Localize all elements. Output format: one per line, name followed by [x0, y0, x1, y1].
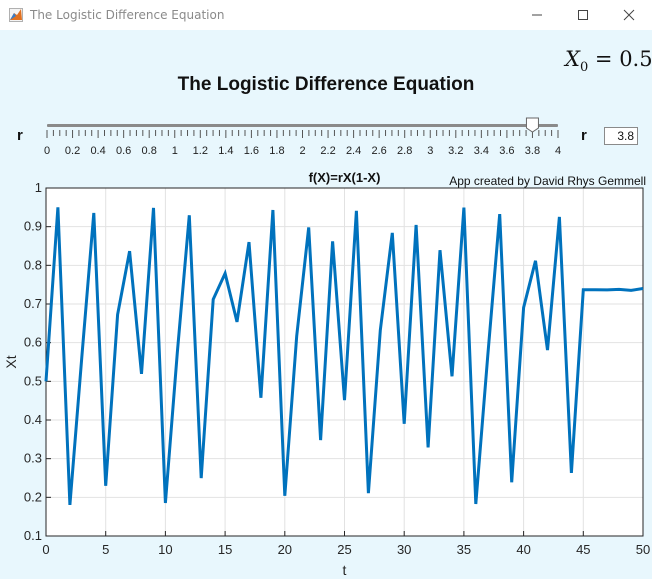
y-tick-label: 0.2 [24, 489, 42, 504]
close-icon [623, 9, 635, 21]
minimize-icon [532, 14, 542, 16]
y-tick-label: 0.3 [24, 451, 42, 466]
x-tick-label: 30 [397, 542, 411, 557]
y-tick-label: 0.7 [24, 296, 42, 311]
y-tick-label: 0.4 [24, 412, 42, 427]
slider-label: r [17, 127, 23, 144]
app-title: The Logistic Difference Equation [177, 74, 475, 95]
slider-tick-label: 1 [172, 145, 178, 157]
y-tick-label: 0.6 [24, 335, 42, 350]
slider-tick-label: 1.4 [218, 145, 233, 157]
y-tick-label: 0.9 [24, 219, 42, 234]
chart-title: f(X)=rX(1-X) [309, 170, 381, 185]
slider-tick-label: 2.2 [320, 145, 335, 157]
slider-tick-label: 2 [299, 145, 305, 157]
slider-tick-label: 0 [44, 145, 50, 157]
x-tick-label: 25 [337, 542, 351, 557]
x0-symbol: X [565, 47, 580, 71]
window-titlebar: The Logistic Difference Equation [0, 0, 652, 30]
slider-tick-label: 4 [555, 145, 561, 157]
slider-tick-label: 0.2 [65, 145, 80, 157]
x-tick-label: 50 [636, 542, 650, 557]
x-tick-label: 5 [102, 542, 109, 557]
slider-tick-label: 0.4 [90, 145, 105, 157]
maximize-button[interactable] [560, 0, 606, 30]
x0-label: X0 = 0.5 [565, 47, 652, 75]
x-tick-label: 0 [42, 542, 49, 557]
matlab-logo-icon [9, 8, 23, 22]
slider-tick-label: 3 [427, 145, 433, 157]
y-tick-label: 0.1 [24, 528, 42, 543]
maximize-icon [578, 10, 588, 20]
x-axis-label: t [343, 562, 347, 578]
r-value-field[interactable]: 3.8 [604, 127, 638, 145]
slider-tick-label: 0.8 [142, 145, 157, 157]
slider-tick-label: 2.6 [372, 145, 387, 157]
r-slider[interactable]: 0 0.2 0.4 0.6 0.8 1 1.2 1.4 1.6 1.8 2 2.2 2.4 2.6 2.8 3… [38, 114, 568, 160]
x0-value: = 0.5 [594, 47, 652, 71]
slider-tick-label: 1.6 [244, 145, 259, 157]
slider-tick-label: 1.8 [269, 145, 284, 157]
series-line-xt [44, 207, 644, 506]
x-tick-label: 10 [158, 542, 172, 557]
y-tick-label: 0.8 [24, 257, 42, 272]
slider-track [47, 124, 558, 127]
x-tick-label: 35 [457, 542, 471, 557]
minimize-button[interactable] [514, 0, 560, 30]
x-tick-label: 40 [516, 542, 530, 557]
slider-tick-label: 3.2 [448, 145, 463, 157]
slider-tick-label: 0.6 [116, 145, 131, 157]
y-tick-label: 0.5 [24, 373, 42, 388]
slider-tick-label: 1.2 [193, 145, 208, 157]
y-axis-label: Xt [3, 355, 19, 368]
slider-tick-label: 3.8 [525, 145, 540, 157]
slider-tick-label: 3.6 [499, 145, 514, 157]
x-tick-label: 15 [218, 542, 232, 557]
x-tick-label: 45 [576, 542, 590, 557]
chart-credit-annotation: App created by David Rhys Gemmell [449, 174, 646, 188]
x0-subscript: 0 [579, 60, 589, 76]
x-tick-label: 20 [278, 542, 292, 557]
slider-thumb[interactable] [525, 117, 539, 133]
window-title: The Logistic Difference Equation [30, 8, 225, 22]
r-field-label: r [581, 127, 587, 144]
close-button[interactable] [606, 0, 652, 30]
slider-tick-label: 3.4 [474, 145, 489, 157]
slider-tick-label: 2.8 [397, 145, 412, 157]
logistic-plot: 0 5 10 15 20 25 30 35 40 45 50 0.1 0.2 0.3 0.4 0.5 0.6 0.… [3, 170, 650, 578]
y-tick-label: 1 [35, 180, 42, 195]
slider-tick-label: 2.4 [346, 145, 361, 157]
